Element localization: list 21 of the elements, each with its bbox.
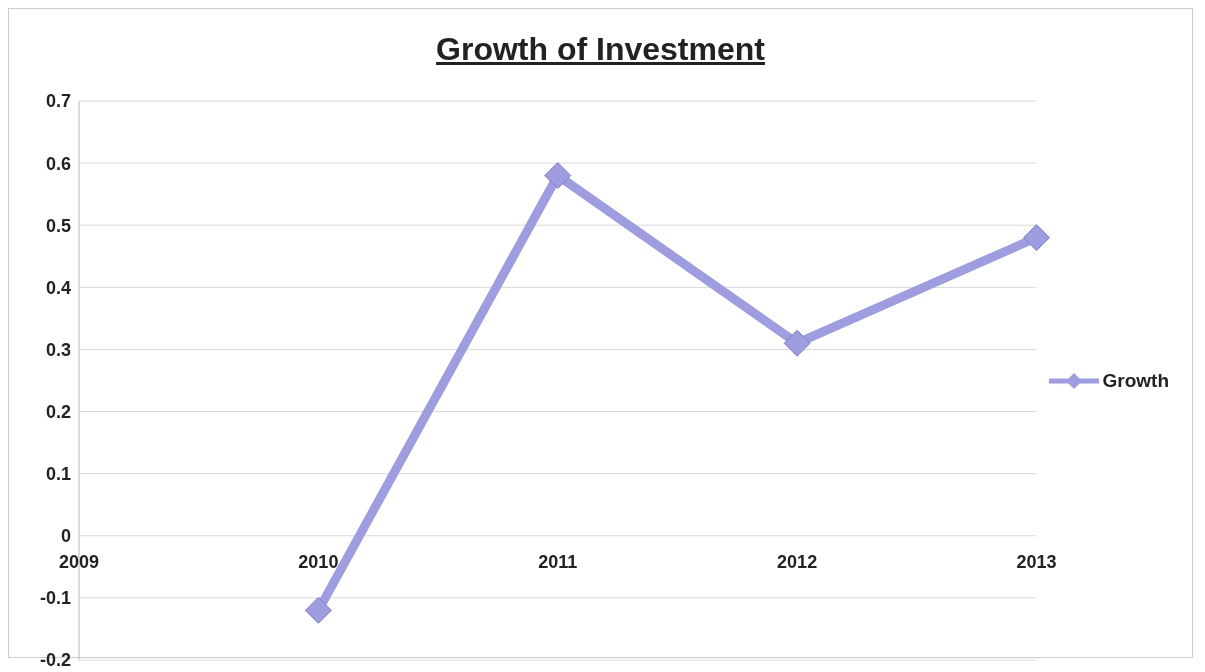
y-tick-label: 0 — [60, 526, 71, 547]
y-tick-label: -0.1 — [39, 588, 71, 609]
x-tick-label: 2010 — [298, 551, 339, 572]
point — [544, 162, 572, 190]
x-tick-label: 2012 — [777, 551, 818, 572]
point — [1023, 224, 1050, 252]
y-tick-label: 0.3 — [45, 339, 71, 360]
legend-label: Growth — [1102, 370, 1169, 392]
x-tick-label: 2009 — [58, 551, 100, 572]
point — [783, 329, 811, 357]
y-tick-label: 0.7 — [45, 91, 71, 112]
x-tick-label: 2011 — [538, 551, 578, 572]
y-tick-label: 0.6 — [45, 153, 71, 174]
x-tick-label: 2013 — [1016, 551, 1057, 572]
y-tick-label: -0.2 — [39, 650, 71, 671]
y-tick-label: 0.1 — [45, 464, 71, 485]
y-tick-label: 0.4 — [45, 277, 71, 298]
point — [304, 596, 332, 624]
y-tick-label: 0.2 — [45, 401, 71, 422]
chart-title: Growth of Investment — [435, 30, 766, 69]
y-tick-label: 0.5 — [45, 215, 71, 236]
